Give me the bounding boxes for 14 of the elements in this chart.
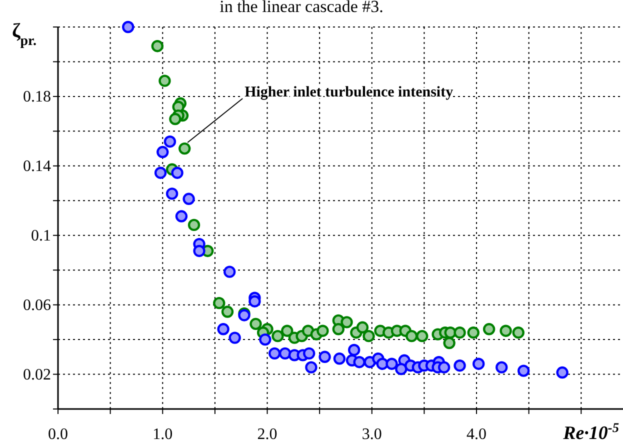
- x-tick-label: 3.0: [362, 426, 382, 443]
- annotation: Higher inlet turbulence intensity: [244, 84, 454, 101]
- x-tick-label: 4.0: [466, 426, 487, 443]
- x-tick-label: 1.0: [152, 426, 173, 443]
- y-tick-label: 0.06: [23, 296, 51, 314]
- y-tick-label: 0.14: [23, 158, 51, 175]
- x-tick-label: 0.0: [48, 426, 68, 443]
- chart-title: in the linear cascade #3.: [220, 0, 384, 16]
- x-tick-label: 2.0: [257, 426, 278, 443]
- x-axis-title: Re·10$^{-5}$: [562, 420, 620, 444]
- y-tick-label: 0.02: [23, 366, 51, 384]
- y-axis-title: ζ$_{pr.}$: [12, 20, 36, 48]
- y-tick-label: 0.1: [31, 227, 51, 244]
- y-tick-label: 0.18: [23, 88, 51, 106]
